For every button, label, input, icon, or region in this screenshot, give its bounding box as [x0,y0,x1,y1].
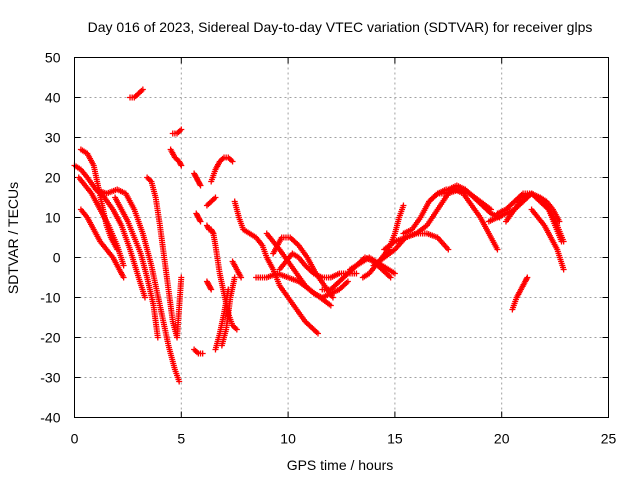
series-arc-26 [276,250,360,281]
y-axis-label: SDTVAR / TECUs [5,182,21,294]
y-tick-label: -20 [40,330,60,346]
series-arc-39 [528,206,567,273]
series-arc-30 [370,230,452,269]
data-point [154,334,161,341]
data-point [178,274,185,281]
y-tick-label: -30 [40,370,60,386]
data-point [141,294,148,301]
data-point [196,217,203,224]
series-arc-19 [218,274,238,349]
chart-title: Day 016 of 2023, Sidereal Day-to-day VTE… [88,19,593,35]
series-arc-20 [203,278,215,293]
grid-lines [74,57,609,418]
y-tick-label: 0 [53,250,61,266]
series-arc-38 [509,274,531,313]
data-point [494,246,501,253]
x-tick-label: 20 [494,431,510,447]
data-point [197,218,204,225]
x-tick-label: 10 [280,431,296,447]
y-tick-label: 40 [45,90,61,106]
data-point [560,266,567,273]
data-point [524,274,531,281]
data-point [558,238,565,245]
data-point [197,182,204,189]
series-arc-9 [169,126,185,137]
data-point [120,262,127,269]
y-tick-label: 20 [45,170,61,186]
data-point [353,270,360,277]
data-point [315,330,322,337]
series-arc-32 [400,186,458,237]
x-axis-label: GPS time / hours [287,457,394,473]
data-point [177,161,184,168]
y-tick-labels: -40 -30 -20 -10 0 10 20 30 40 50 [40,50,60,426]
data-point [208,286,215,293]
data-point [176,378,183,385]
data-point [207,285,214,292]
axis-ticks [74,57,609,418]
x-tick-labels: 0 5 10 15 20 25 [71,431,617,447]
y-tick-label: -10 [40,290,60,306]
y-tick-label: -40 [40,410,60,426]
x-tick-label: 15 [387,431,403,447]
data-point [445,246,452,253]
data-point [178,126,185,133]
data-point [231,274,238,281]
data-markers [71,86,567,385]
x-tick-label: 25 [601,431,617,447]
series-arc-3 [77,206,127,281]
series-arc-15 [208,154,236,185]
data-point [327,302,334,309]
series-arc-40 [537,194,563,225]
data-point [387,274,394,281]
y-tick-label: 30 [45,130,61,146]
series-arc-6 [112,194,161,341]
series-arc-12 [193,210,204,225]
data-point [233,326,240,333]
series-arc-22 [231,198,322,337]
series-arc-10 [167,146,185,169]
data-point [205,225,212,232]
series-arc-16 [203,222,217,237]
series-arc-14 [203,194,219,209]
data-point [344,278,351,285]
data-point [556,218,563,225]
data-point [212,194,219,201]
data-point [229,158,236,165]
data-point [199,350,206,357]
series-arc-21 [229,258,245,281]
x-tick-label: 0 [71,431,79,447]
series-arc-8 [127,86,146,101]
data-point [523,275,530,282]
series-arc-28 [347,254,398,277]
series-arc-23 [253,270,334,309]
data-point [139,86,146,93]
series-arc-13 [191,346,206,357]
series-arc-11 [191,170,204,189]
series-arc-5 [92,186,183,385]
y-tick-label: 10 [45,210,61,226]
data-point [120,274,127,281]
data-point [238,274,245,281]
series-arc-4 [77,146,121,253]
series-arc-34 [445,182,503,221]
plot-frame [74,57,609,418]
data-point [114,246,121,253]
data-point [196,181,203,188]
data-point [391,270,398,277]
data-point [329,294,336,301]
data-point [178,162,185,169]
data-point [400,202,407,209]
y-tick-label: 50 [45,50,61,66]
series-arc-7 [144,174,185,341]
data-point [209,229,216,236]
x-tick-label: 5 [177,431,185,447]
